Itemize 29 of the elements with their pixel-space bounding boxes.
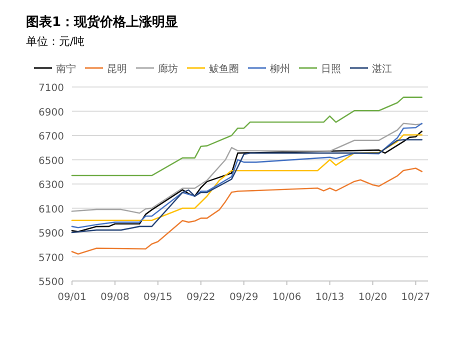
x-tick-label: 10/13 (315, 292, 344, 303)
y-tick-label: 6900 (38, 107, 64, 118)
legend-label: 鲅鱼圈 (209, 63, 239, 75)
line-series (71, 168, 423, 255)
line-series (71, 96, 423, 176)
legend-label: 湛江 (372, 63, 392, 75)
legend-label: 柳州 (270, 63, 290, 75)
legend-label: 廊坊 (158, 63, 178, 75)
x-tick-label: 10/27 (401, 292, 430, 303)
y-tick-label: 5500 (38, 277, 64, 288)
y-tick-label: 6700 (38, 132, 64, 142)
x-tick-label: 09/22 (186, 292, 216, 303)
x-tick-label: 09/29 (229, 292, 258, 303)
x-tick-label: 10/20 (358, 292, 388, 303)
x-tick-label: 09/01 (58, 292, 86, 303)
y-tick-label: 6500 (38, 156, 64, 167)
y-tick-label: 5700 (38, 252, 64, 264)
x-tick-label: 10/06 (272, 292, 302, 303)
y-tick-label: 6100 (38, 204, 64, 216)
chart-title: 图表1：现货价格上涨明显 (26, 14, 178, 30)
y-tick-label: 6300 (38, 180, 64, 191)
legend-label: 南宁 (56, 63, 76, 75)
x-tick-label: 09/08 (100, 292, 130, 303)
legend-label: 昆明 (107, 64, 127, 75)
x-tick-label: 09/15 (144, 292, 172, 303)
chart-subtitle: 单位：元/吨 (26, 35, 85, 48)
y-tick-label: 5900 (38, 228, 64, 240)
y-tick-label: 7100 (38, 83, 64, 94)
legend-label: 日照 (321, 64, 341, 75)
